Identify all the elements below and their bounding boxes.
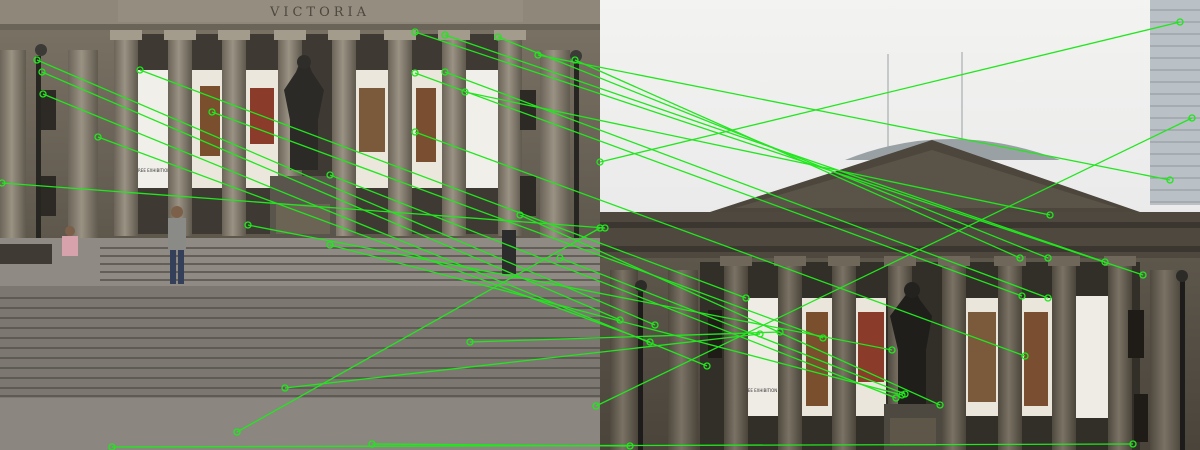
keypoint-marker bbox=[411, 69, 419, 77]
exhibition-banners-left: FREE EXHIBITION bbox=[136, 70, 498, 188]
tower-right bbox=[1150, 0, 1200, 205]
match-line bbox=[211, 111, 824, 339]
keypoint-marker bbox=[898, 391, 906, 399]
keypoint-marker bbox=[136, 66, 144, 74]
keypoint-marker bbox=[571, 56, 579, 64]
match-keypoints bbox=[0, 18, 1196, 450]
keypoint-marker bbox=[596, 224, 604, 232]
keypoint-marker bbox=[1188, 114, 1196, 122]
match-line bbox=[329, 244, 903, 396]
keypoint-marker bbox=[38, 68, 46, 76]
keypoint-marker bbox=[441, 68, 449, 76]
keypoint-marker bbox=[651, 321, 659, 329]
match-line bbox=[519, 214, 941, 406]
pedestrians-left bbox=[0, 206, 516, 284]
plaza-ground-left bbox=[0, 398, 600, 450]
keypoint-marker bbox=[233, 428, 241, 436]
frieze bbox=[118, 0, 523, 22]
keypoint-marker bbox=[888, 346, 896, 354]
match-line bbox=[464, 91, 1051, 216]
keypoint-marker bbox=[208, 108, 216, 116]
match-line bbox=[595, 117, 1193, 407]
keypoint-marker bbox=[616, 316, 624, 324]
keypoint-marker bbox=[601, 224, 609, 232]
keypoint-marker bbox=[466, 338, 474, 346]
match-line bbox=[284, 333, 761, 389]
match-line bbox=[236, 227, 601, 433]
keypoint-marker bbox=[819, 334, 827, 342]
keypoint-marker bbox=[703, 362, 711, 370]
keypoint-marker bbox=[534, 51, 542, 59]
frieze-inscription: VICTORIA bbox=[269, 5, 370, 20]
keypoint-marker bbox=[33, 56, 41, 64]
keypoint-marker bbox=[368, 440, 376, 448]
keypoint-marker bbox=[646, 338, 654, 346]
keypoint-marker bbox=[756, 330, 764, 338]
keypoint-marker bbox=[1044, 254, 1052, 262]
lamp-posts-left bbox=[35, 44, 582, 262]
keypoint-marker bbox=[516, 211, 524, 219]
keypoint-marker bbox=[326, 241, 334, 249]
keypoint-marker bbox=[411, 128, 419, 136]
keypoint-marker bbox=[1018, 292, 1026, 300]
keypoint-marker bbox=[742, 294, 750, 302]
right-photo: FREE EXHIBITION bbox=[600, 0, 1200, 450]
match-line bbox=[414, 72, 1023, 297]
match-line bbox=[139, 69, 747, 299]
keypoint-marker bbox=[1176, 18, 1184, 26]
keypoint-marker bbox=[244, 221, 252, 229]
keypoint-marker bbox=[0, 179, 6, 187]
match-lines bbox=[1, 21, 1193, 448]
keypoint-marker bbox=[94, 133, 102, 141]
match-line bbox=[574, 59, 1021, 259]
keypoint-marker bbox=[892, 394, 900, 402]
keypoint-marker bbox=[1139, 271, 1147, 279]
match-line bbox=[559, 257, 906, 395]
banner-caption-left: FREE EXHIBITION bbox=[136, 168, 171, 173]
match-line bbox=[444, 71, 1049, 299]
keypoint-marker bbox=[1021, 352, 1029, 360]
keypoint-marker bbox=[596, 158, 604, 166]
keypoint-marker bbox=[1166, 176, 1174, 184]
match-line bbox=[469, 331, 781, 343]
left-photo: VICTORIA FREE EXHIBITION bbox=[0, 0, 600, 450]
keypoint-marker bbox=[776, 328, 784, 336]
keypoint-marker bbox=[494, 33, 502, 41]
keypoint-marker bbox=[1044, 294, 1052, 302]
statue-right bbox=[884, 282, 942, 450]
keypoint-marker bbox=[592, 402, 600, 410]
keypoint-marker bbox=[626, 442, 634, 450]
colonnade-right bbox=[610, 256, 1182, 450]
keypoint-marker bbox=[1046, 211, 1054, 219]
match-line bbox=[371, 443, 631, 447]
keypoint-marker bbox=[326, 171, 334, 179]
match-line bbox=[36, 59, 656, 326]
keypoint-marker bbox=[936, 401, 944, 409]
keypoint-marker bbox=[108, 443, 116, 450]
match-line bbox=[414, 31, 1144, 276]
match-line bbox=[97, 136, 651, 343]
match-line bbox=[1, 182, 606, 229]
match-line bbox=[329, 174, 897, 399]
match-line bbox=[414, 131, 1026, 357]
banner-caption-right: FREE EXHIBITION bbox=[743, 388, 778, 393]
keypoint-marker bbox=[441, 31, 449, 39]
keypoint-marker bbox=[556, 254, 564, 262]
keypoint-marker bbox=[461, 88, 469, 96]
match-line bbox=[599, 21, 1181, 163]
keypoint-marker bbox=[411, 28, 419, 36]
match-line bbox=[42, 93, 708, 367]
match-line bbox=[537, 54, 1171, 181]
keypoint-marker bbox=[39, 90, 47, 98]
keypoint-marker bbox=[1101, 258, 1109, 266]
keypoint-marker bbox=[1129, 440, 1137, 448]
keypoint-marker bbox=[281, 384, 289, 392]
match-line bbox=[41, 71, 621, 321]
keypoint-marker bbox=[1016, 254, 1024, 262]
match-line bbox=[247, 224, 893, 351]
